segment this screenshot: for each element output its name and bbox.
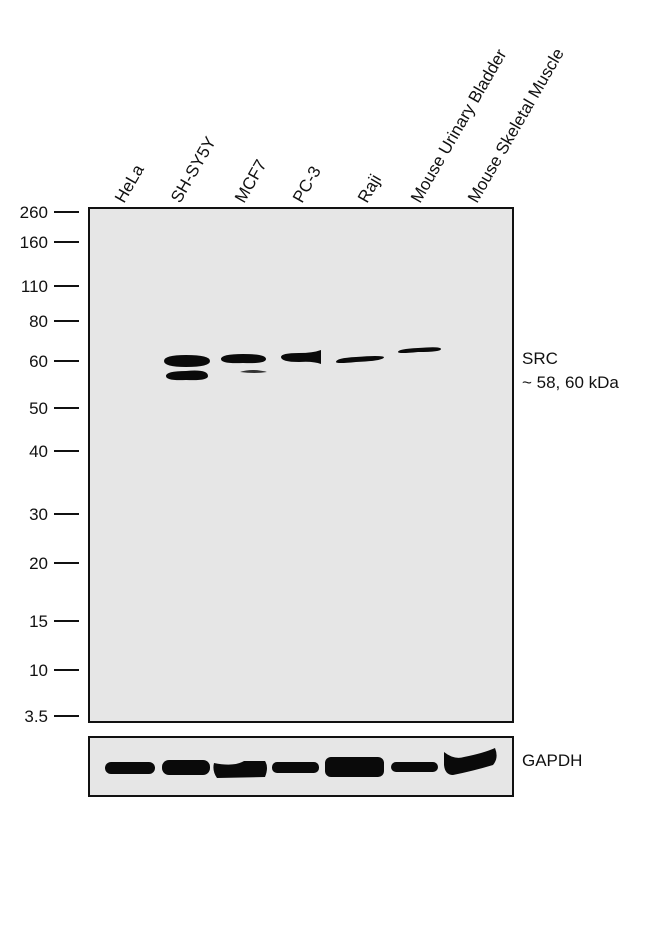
lane-label: Raji — [354, 171, 385, 206]
mw-marker-label: 15 — [29, 612, 48, 631]
band-shsy5y-upper — [164, 355, 210, 367]
target-size-label: ~ 58, 60 kDa — [522, 373, 619, 392]
band-raji — [336, 356, 384, 363]
lane-label: HeLa — [111, 161, 148, 206]
gapdh-band-raji — [325, 757, 384, 777]
gapdh-band-mcf7 — [213, 761, 267, 778]
gapdh-band-shsy5y — [162, 760, 210, 775]
mw-marker-label: 20 — [29, 554, 48, 573]
band-mcf7-upper — [221, 354, 266, 364]
mw-marker-label: 10 — [29, 661, 48, 680]
gapdh-band-mouse-skeletal-muscle — [444, 748, 497, 775]
lane-label: Mouse Urinary Bladder — [407, 46, 511, 206]
target-name-label: SRC — [522, 349, 558, 368]
mw-marker-label: 3.5 — [24, 707, 48, 726]
gapdh-band-mouse-urinary-bladder — [391, 762, 438, 772]
mw-marker-label: 80 — [29, 312, 48, 331]
mw-marker-label: 60 — [29, 352, 48, 371]
loading-control-label: GAPDH — [522, 751, 582, 770]
lane-label: SH-SY5Y — [167, 133, 220, 206]
main-blot-panel — [88, 207, 514, 723]
mw-marker-label: 110 — [21, 277, 48, 296]
gapdh-band-hela — [105, 762, 155, 774]
gapdh-band-pc3 — [272, 762, 319, 773]
gapdh-bands — [105, 748, 497, 778]
band-mouse-urinary-bladder — [398, 347, 441, 353]
mw-marker-label: 30 — [29, 505, 48, 524]
mw-marker-label: 160 — [20, 233, 48, 252]
mw-marker-label: 50 — [29, 399, 48, 418]
band-shsy5y-lower — [166, 370, 208, 381]
lane-label: MCF7 — [231, 156, 271, 206]
mw-marker-label: 260 — [20, 203, 48, 222]
src-bands — [164, 347, 441, 381]
mw-marker-label: 40 — [29, 442, 48, 461]
band-pc3 — [281, 350, 321, 364]
band-mcf7-lower — [240, 370, 267, 373]
lane-label: PC-3 — [289, 163, 325, 206]
